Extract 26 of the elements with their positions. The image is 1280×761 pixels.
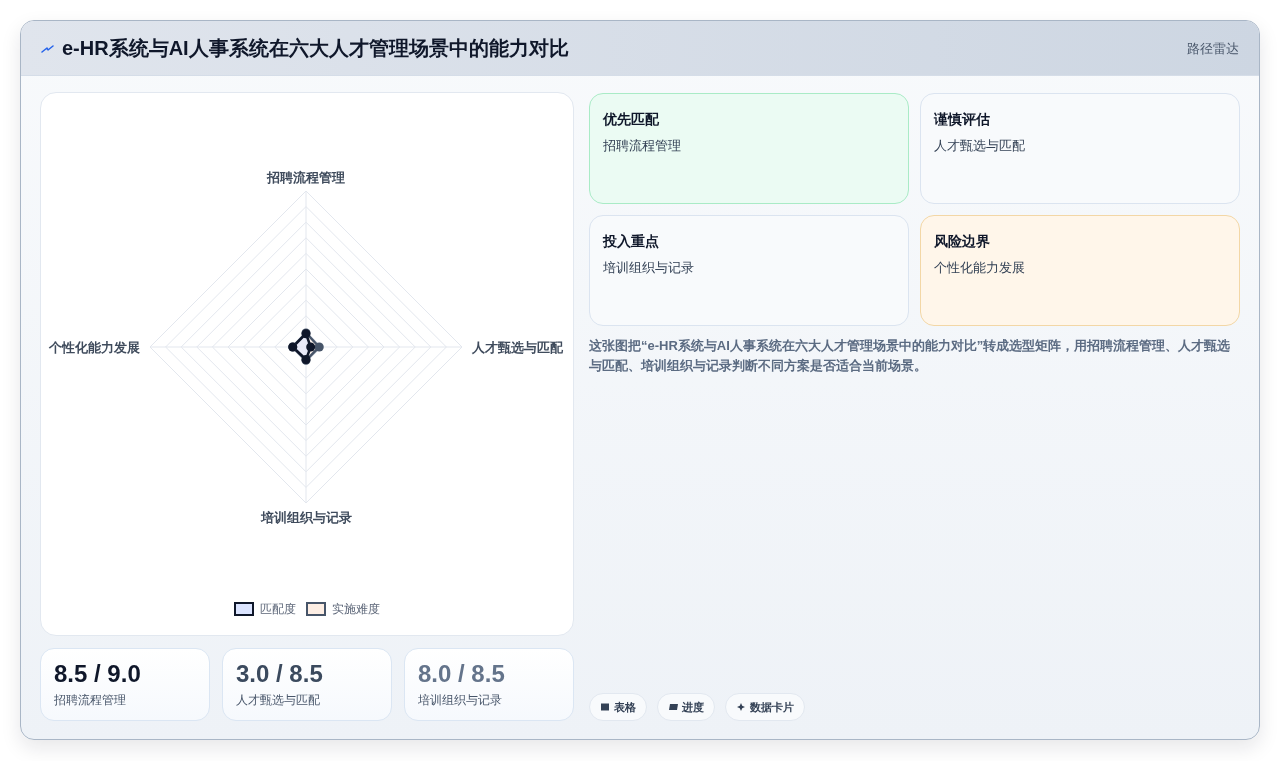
legend-label: 匹配度 [260, 601, 296, 617]
text: 这张图把“e-HR系统与AI人事系统在六大人才管理场景中的能力对比”转成选型矩阵，用招聘流程管理、人才甄选与匹配、培训组织与记录判断不同方案是否适合当前场景。 [589, 337, 1232, 375]
spoke-label: 招聘流程管理 [266, 169, 345, 185]
text: 进度 [682, 699, 704, 715]
text: 培训组织与记录 [603, 259, 695, 277]
text: 个性化能力发展 [934, 259, 1026, 277]
text: 8.0 / 8.5 [418, 660, 506, 688]
text: 路径雷达 [1187, 40, 1239, 58]
spoke-label: 人才甄选与匹配 [471, 339, 564, 355]
text: 招聘流程管理 [603, 137, 682, 155]
text: e-HR系统与AI人事系统在六大人才管理场景中的能力对比 [62, 36, 569, 61]
text: 谨慎评估 [934, 110, 991, 129]
legend-label: 实施难度 [332, 601, 380, 617]
text: 人才甄选与匹配 [236, 692, 321, 708]
text: 表格 [614, 699, 636, 715]
text: 8.5 / 9.0 [54, 660, 142, 688]
text: 数据卡片 [750, 699, 794, 715]
text: 招聘流程管理 [54, 692, 127, 708]
text: 培训组织与记录 [418, 692, 503, 708]
text: 人才甄选与匹配 [934, 137, 1026, 155]
spoke-label: 培训组织与记录 [259, 509, 352, 525]
spoke-label: 个性化能力发展 [48, 339, 140, 355]
text: 风险边界 [934, 232, 991, 251]
text: 3.0 / 8.5 [236, 660, 324, 688]
text: 优先匹配 [603, 110, 660, 129]
text: 投入重点 [603, 232, 660, 251]
